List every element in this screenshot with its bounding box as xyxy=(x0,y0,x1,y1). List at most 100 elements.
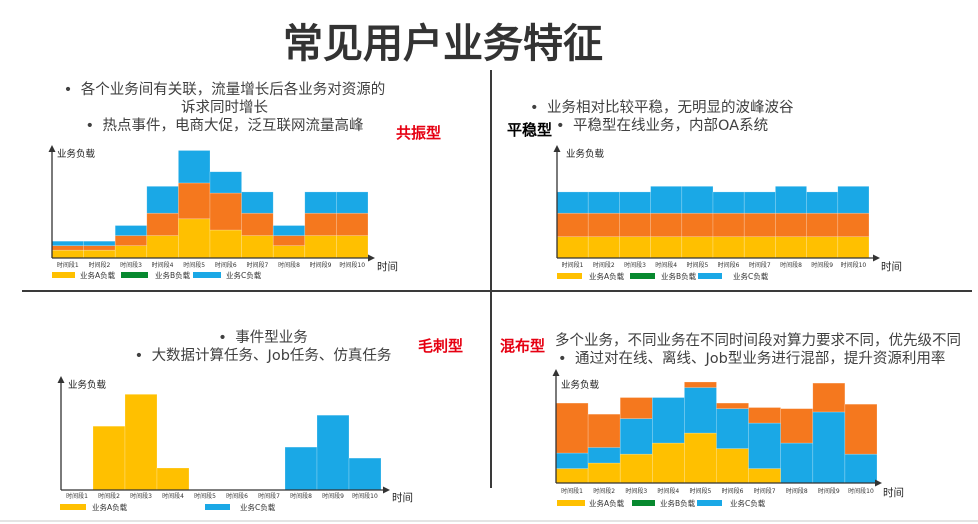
mixed-chart-series3-bar-9 xyxy=(812,382,846,413)
steady-chart-series1-bar-4 xyxy=(650,236,683,259)
steady-chart-series2-bar-3 xyxy=(619,212,651,238)
steady-bullet-1: 业务相对比较平稳，无明显的波峰波谷 xyxy=(530,99,794,117)
steady-chart-series3-bar-10 xyxy=(837,186,870,214)
resonance-chart-legend-swatch-1 xyxy=(52,272,75,278)
steady-chart-series3-bar-4 xyxy=(650,186,683,214)
steady-chart-tick-label-9: 时间段9 xyxy=(811,261,833,269)
steady-chart-series3-bar-1 xyxy=(556,191,589,214)
steady-chart-series3-bar-3 xyxy=(619,191,651,214)
mixed-chart-series3-bar-7 xyxy=(748,407,781,424)
resonance-chart-legend-swatch-3 xyxy=(193,272,221,278)
mixed-chart-series2-bar-8 xyxy=(780,442,814,484)
resonance-chart-series1-bar-7 xyxy=(241,235,274,259)
mixed-chart-x-axis-title: 时间 xyxy=(883,486,904,499)
resonance-chart-tick-label-3: 时间段3 xyxy=(120,261,142,269)
spike-chart-legend-swatch-1 xyxy=(60,504,86,510)
steady-label: 平稳型 xyxy=(507,121,553,139)
mixed-chart-legend-swatch-1 xyxy=(557,500,585,506)
resonance-chart-series2-bar-8 xyxy=(272,235,306,246)
steady-chart-tick-label-2: 时间段2 xyxy=(593,261,615,269)
mixed-chart-series1-bar-4 xyxy=(651,442,685,484)
steady-chart-series3-bar-5 xyxy=(681,186,714,214)
resonance-bullets: 各个业务间有关联，流量增长后各业务对资源的 诉求同时增长 热点事件，电商大促，泛… xyxy=(52,81,397,135)
resonance-chart-series2-bar-3 xyxy=(114,235,148,246)
resonance-chart-tick-label-4: 时间段4 xyxy=(152,261,174,269)
steady-chart-legend-label-3: 业务C负载 xyxy=(733,271,769,281)
steady-chart-tick-label-4: 时间段4 xyxy=(655,261,677,269)
mixed-chart-series1-bar-5 xyxy=(684,432,717,484)
resonance-chart-tick-label-7: 时间段7 xyxy=(246,261,268,269)
spike-chart-tick-label-5: 时间段5 xyxy=(194,492,216,500)
mixed-chart-series2-bar-1 xyxy=(555,452,589,469)
mixed-chart-series3-bar-8 xyxy=(780,408,814,444)
steady-chart-series1-bar-9 xyxy=(806,236,839,259)
spike-chart-series2-bar-9 xyxy=(316,414,350,491)
resonance-chart-series1-bar-5 xyxy=(178,218,211,259)
steady-chart-series1-bar-2 xyxy=(587,236,620,259)
steady-chart-series3-bar-9 xyxy=(806,191,839,214)
resonance-chart-legend-label-3: 业务C负载 xyxy=(226,270,262,280)
resonance-chart-series1-bar-8 xyxy=(272,245,306,259)
mixed-chart-tick-label-2: 时间段2 xyxy=(593,487,615,495)
mixed-chart-legend-swatch-3 xyxy=(697,500,722,506)
resonance-chart-series1-bar-1 xyxy=(51,249,84,259)
bullet-item: 各个业务间有关联，流量增长后各业务对资源的 xyxy=(52,81,397,99)
steady-chart-legend-swatch-3 xyxy=(698,273,722,279)
resonance-chart-series2-bar-6 xyxy=(209,192,242,231)
page-title: 常见用户业务特征 xyxy=(283,21,603,67)
steady-chart-series3-bar-7 xyxy=(743,191,776,214)
bullet-item: 热点事件，电商大促，泛互联网流量高峰 xyxy=(52,117,397,135)
steady-chart-series2-bar-2 xyxy=(587,212,620,238)
bullet-text: 诉求同时增长 xyxy=(181,100,268,116)
mixed-chart-series3-bar-1 xyxy=(555,402,589,454)
steady-chart-series1-bar-5 xyxy=(681,236,714,259)
resonance-chart-series3-bar-1 xyxy=(51,240,84,246)
resonance-chart-series3-bar-7 xyxy=(241,191,274,214)
steady-chart-series1-bar-6 xyxy=(712,236,745,259)
mixed-chart-y-axis-title: 业务负载 xyxy=(561,379,600,391)
spike-chart-tick-label-7: 时间段7 xyxy=(258,492,280,500)
bullet-text: 事件型业务 xyxy=(235,330,308,346)
resonance-chart-series3-bar-10 xyxy=(336,191,369,214)
steady-chart-series1-bar-3 xyxy=(619,236,651,259)
steady-bullet-2: 平稳型在线业务，内部OA系统 xyxy=(556,117,768,135)
steady-chart-tick-label-6: 时间段6 xyxy=(718,261,740,269)
steady-chart-tick-label-5: 时间段5 xyxy=(686,261,708,269)
bullet-text: 各个业务间有关联，流量增长后各业务对资源的 xyxy=(80,82,386,98)
spike-chart-x-axis-title: 时间 xyxy=(392,491,413,504)
steady-chart-tick-label-8: 时间段8 xyxy=(780,261,802,269)
spike-chart-series2-bar-8 xyxy=(284,446,318,491)
resonance-chart-series2-bar-4 xyxy=(146,212,179,236)
mixed-chart-tick-label-8: 时间段8 xyxy=(786,487,808,495)
resonance-chart-series1-bar-10 xyxy=(336,235,369,259)
resonance-chart-tick-label-9: 时间段9 xyxy=(310,261,332,269)
spike-chart-series2-bar-10 xyxy=(348,457,382,491)
resonance-chart-legend-label-1: 业务A负载 xyxy=(80,270,116,280)
spike-chart-tick-label-3: 时间段3 xyxy=(130,492,152,500)
steady-chart-series3-bar-8 xyxy=(775,186,807,214)
resonance-chart-series2-bar-9 xyxy=(304,212,337,236)
mixed-chart-legend-label-2: 业务B负载 xyxy=(660,498,696,508)
bullet-item: 事件型业务 xyxy=(93,329,433,347)
resonance-chart-series2-bar-2 xyxy=(83,245,116,251)
mixed-chart-legend-swatch-2 xyxy=(632,500,655,506)
bullet-text: 大数据计算任务、Job任务、仿真任务 xyxy=(151,348,392,364)
steady-chart-tick-label-3: 时间段3 xyxy=(624,261,646,269)
mixed-chart-tick-label-10: 时间段10 xyxy=(848,487,874,495)
mixed-chart-tick-label-3: 时间段3 xyxy=(625,487,647,495)
steady-chart-legend-label-1: 业务A负载 xyxy=(589,271,625,281)
resonance-chart-tick-label-8: 时间段8 xyxy=(278,261,300,269)
steady-chart-series3-bar-2 xyxy=(587,191,620,214)
resonance-chart-series1-bar-4 xyxy=(146,235,179,259)
resonance-chart-series1-bar-9 xyxy=(304,235,337,259)
spike-chart-legend-label-1: 业务A负载 xyxy=(92,502,128,512)
steady-chart-legend-label-2: 业务B负载 xyxy=(661,271,697,281)
spike-chart: 时间段1 时间段2 时间段3 时间段4 时间段5 时间段6 时间段7 时间段8 时间段9 时间段1… xyxy=(57,376,413,512)
bullet-text: 多个业务，不同业务在不同时间段对算力要求不同，优先级不同 xyxy=(555,333,961,349)
steady-chart-series2-bar-10 xyxy=(837,212,870,238)
spike-chart-tick-label-2: 时间段2 xyxy=(98,492,120,500)
steady-chart-series2-bar-9 xyxy=(806,212,839,238)
steady-chart-legend-swatch-1 xyxy=(557,273,582,279)
mixed-chart-tick-label-9: 时间段9 xyxy=(818,487,840,495)
spike-chart-y-axis-title: 业务负载 xyxy=(68,379,107,391)
